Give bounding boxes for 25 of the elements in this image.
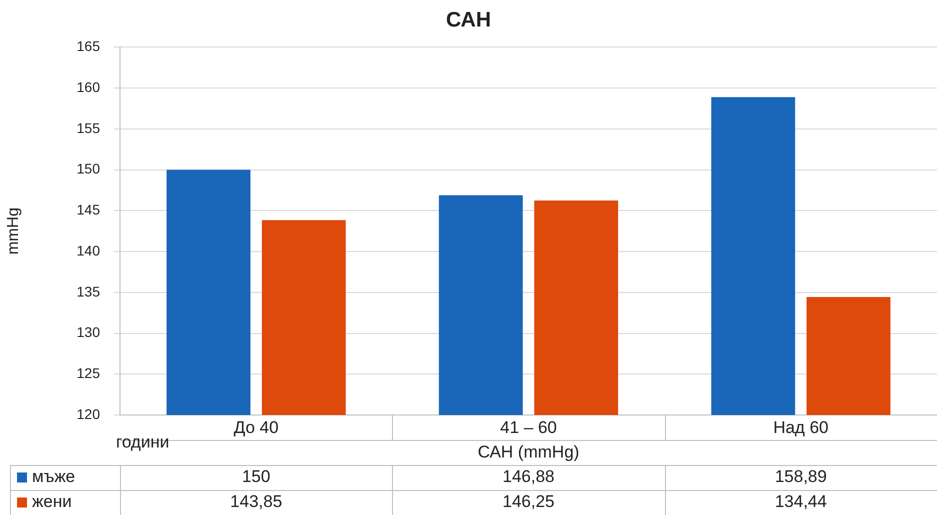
data-label: 146,88 xyxy=(502,467,554,486)
y-tick-label: 155 xyxy=(76,120,100,136)
text: години xyxy=(116,432,170,452)
y-axis-title: mmHg xyxy=(5,208,22,255)
y-tick-label: 130 xyxy=(76,324,100,340)
data-label: 150 xyxy=(242,467,270,486)
x-axis-title: САН (mmHg) xyxy=(478,442,580,462)
data-label: 143,85 xyxy=(230,492,282,512)
y-tick-label: 140 xyxy=(76,242,100,258)
y-tick-label: 125 xyxy=(76,364,100,381)
y-tick-label: 135 xyxy=(76,283,100,300)
y-tick-label: 160 xyxy=(76,78,100,95)
x-tick-label: Над 60 xyxy=(773,418,828,437)
y-tick-label: 120 xyxy=(76,406,100,422)
legend-label: мъже xyxy=(32,467,76,486)
data-label: 134,44 xyxy=(774,492,827,512)
chart-title: САН xyxy=(446,8,491,32)
y-tick-label: 165 xyxy=(76,38,100,54)
data-label: 158,89 xyxy=(774,467,827,486)
data-label: 146,25 xyxy=(502,492,554,512)
x-tick-label: До 40 xyxy=(234,418,279,437)
y-tick-label: 145 xyxy=(76,202,100,218)
y-tick-label: 150 xyxy=(76,160,100,177)
legend-label: жени xyxy=(32,492,72,512)
x-tick-label: 41 – 60 xyxy=(500,418,557,437)
